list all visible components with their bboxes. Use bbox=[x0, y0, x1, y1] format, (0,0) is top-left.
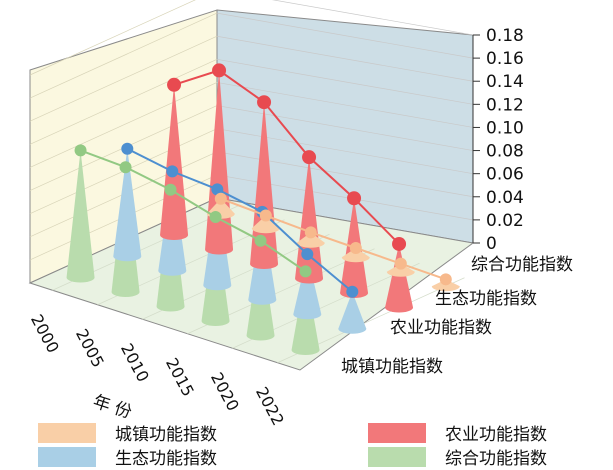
grid-line-left bbox=[29, 59, 218, 145]
series-lines bbox=[74, 63, 452, 298]
point-2000-0 bbox=[214, 192, 227, 205]
legend: 城镇功能指数 农业功能指数 生态功能指数 综合功能指数 bbox=[38, 423, 547, 469]
point-2022-0 bbox=[439, 273, 452, 286]
legend-label-生态: 生态功能指数 bbox=[115, 449, 217, 469]
point-2010-3 bbox=[164, 183, 177, 196]
grid-line-back bbox=[271, 0, 474, 36]
point-2020-1 bbox=[347, 191, 362, 206]
grid-line-left bbox=[29, 12, 218, 99]
z-tick-label: 0.08 bbox=[486, 142, 524, 162]
grid-line-back bbox=[216, 58, 474, 105]
grid-line-back bbox=[216, 82, 474, 128]
x-axis-title: 年 份 bbox=[90, 392, 134, 423]
z-tick-label: 0.12 bbox=[486, 95, 524, 115]
legend-label-城镇: 城镇功能指数 bbox=[115, 425, 217, 445]
cone-2010-0 bbox=[296, 232, 325, 248]
point-2005-1 bbox=[212, 63, 227, 78]
cone-2000-2 bbox=[113, 148, 142, 262]
legend-swatch-生态 bbox=[38, 447, 96, 467]
year-label-2010: 2010 bbox=[117, 340, 153, 385]
point-2022-3 bbox=[299, 265, 312, 278]
point-2015-3 bbox=[209, 211, 222, 223]
grid-line-back bbox=[216, 35, 474, 82]
cone-2020-2 bbox=[293, 254, 322, 320]
year-label-2000: 2000 bbox=[27, 311, 63, 356]
point-2000-2 bbox=[121, 142, 134, 155]
point-2020-3 bbox=[254, 234, 267, 247]
cone-2020-0 bbox=[386, 263, 415, 277]
point-2000-1 bbox=[167, 77, 182, 92]
point-2010-0 bbox=[304, 226, 317, 239]
category-label-生态: 生态功能指数 bbox=[435, 289, 537, 309]
z-tick-label: 0.06 bbox=[486, 165, 524, 185]
legend-swatch-农业 bbox=[368, 423, 426, 443]
point-2005-3 bbox=[119, 161, 132, 174]
point-2010-1 bbox=[257, 95, 272, 110]
legend-swatch-综合 bbox=[368, 447, 426, 467]
z-tick-label: 0.14 bbox=[486, 72, 524, 92]
category-label-城镇: 城镇功能指数 bbox=[341, 357, 443, 377]
point-2010-2 bbox=[211, 183, 224, 196]
legend-label-农业: 农业功能指数 bbox=[445, 425, 547, 445]
z-tick-label: 0.04 bbox=[486, 188, 524, 208]
cone-2022-2 bbox=[338, 291, 367, 334]
year-label-2022: 2022 bbox=[252, 384, 288, 429]
z-axis: 0 0.02 0.04 0.06 0.08 0.10 0.12 0.14 0.16 0.18 bbox=[472, 26, 524, 254]
legend-swatch-城镇 bbox=[38, 423, 96, 443]
point-2020-2 bbox=[301, 248, 314, 261]
category-label-农业: 农业功能指数 bbox=[390, 318, 492, 338]
series-line-3 bbox=[80, 149, 307, 273]
grid-line-left bbox=[29, 82, 218, 168]
point-2000-3 bbox=[74, 144, 87, 157]
year-label-2020: 2020 bbox=[207, 369, 243, 414]
z-tick-label: 0.16 bbox=[486, 49, 524, 69]
grid-line-back bbox=[216, 105, 474, 151]
point-2022-2 bbox=[346, 285, 359, 298]
category-label-综合: 综合功能指数 bbox=[471, 255, 573, 275]
z-tick-label: 0.18 bbox=[486, 26, 524, 46]
cone-2015-0 bbox=[341, 248, 370, 263]
cone-2005-0 bbox=[251, 215, 280, 234]
grid-lines bbox=[29, 0, 474, 364]
point-2015-0 bbox=[349, 242, 362, 255]
series-line-1 bbox=[173, 69, 400, 245]
point-2005-0 bbox=[259, 209, 272, 222]
cone-2000-3 bbox=[66, 150, 95, 283]
series-line-0 bbox=[220, 197, 447, 281]
grid-line-left bbox=[29, 35, 218, 122]
legend-label-综合: 综合功能指数 bbox=[445, 449, 547, 469]
cone-2022-1 bbox=[385, 243, 414, 313]
year-label-2005: 2005 bbox=[72, 326, 108, 371]
cone-marks bbox=[66, 70, 460, 355]
z-tick-label: 0 bbox=[486, 234, 497, 254]
cone-2000-1 bbox=[160, 84, 189, 241]
category-axis: 综合功能指数 生态功能指数 农业功能指数 城镇功能指数 bbox=[341, 255, 573, 377]
z-tick-label: 0.10 bbox=[486, 118, 524, 138]
grid-line-left bbox=[29, 0, 196, 76]
z-tick-label: 0.02 bbox=[486, 211, 524, 231]
series-line-2 bbox=[126, 147, 353, 293]
point-2022-1 bbox=[392, 236, 407, 251]
grid-line-back bbox=[216, 12, 474, 59]
grid-line-back bbox=[216, 128, 474, 175]
point-2015-1 bbox=[302, 150, 317, 165]
year-label-2015: 2015 bbox=[162, 355, 198, 400]
point-2005-2 bbox=[166, 165, 179, 178]
point-2020-0 bbox=[394, 257, 407, 270]
